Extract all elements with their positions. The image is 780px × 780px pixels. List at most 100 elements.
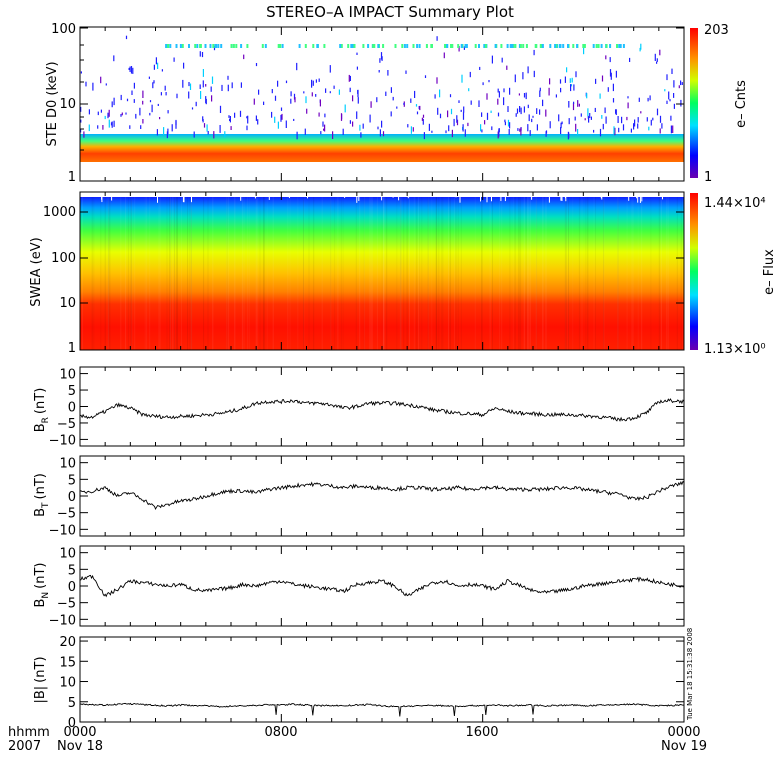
ste-count-mark <box>133 82 135 89</box>
ste-count-mark <box>481 129 483 133</box>
ste-count-mark <box>439 89 441 98</box>
ste-count-mark <box>315 94 317 97</box>
swea-ytick-100: 100 <box>51 251 76 266</box>
swea-heatmap <box>80 197 684 350</box>
ste-count-mark <box>629 57 631 62</box>
ste-count-mark <box>108 109 110 117</box>
ste-count-mark <box>261 44 264 48</box>
ste-count-mark <box>412 44 415 48</box>
ste-count-mark <box>153 64 155 70</box>
ste-count-mark <box>589 113 591 118</box>
ste-count-mark <box>575 71 577 78</box>
ste-count-mark <box>572 44 575 48</box>
swea-streak <box>334 197 335 350</box>
swea-streak <box>272 197 274 350</box>
ste-count-mark <box>161 69 163 72</box>
swea-streak <box>187 197 188 350</box>
line-panel-4: 20 15 10 5 0 |B| (nT) <box>33 635 685 731</box>
ste-count-mark <box>277 44 280 48</box>
ste-count-mark <box>469 71 471 78</box>
swea-streak <box>241 197 243 350</box>
ste-count-mark <box>673 103 675 109</box>
ste-count-mark <box>568 101 570 108</box>
swea-streak <box>247 197 249 350</box>
swea-streak <box>499 197 501 350</box>
line-panel-frame <box>79 636 685 723</box>
ste-count-mark <box>316 44 319 48</box>
y-tick-label: −5 <box>57 417 76 432</box>
ste-count-mark <box>458 100 460 103</box>
x-tick-0000: 0000 <box>63 725 96 740</box>
swea-streak <box>146 197 148 350</box>
swea-gap <box>111 194 113 201</box>
swea-gap <box>560 194 562 201</box>
ste-count-mark <box>199 44 202 48</box>
ste-count-mark <box>612 98 615 103</box>
swea-streak <box>330 197 332 350</box>
ste-count-mark <box>507 106 509 112</box>
ste-count-mark <box>195 101 197 107</box>
ste-count-mark <box>92 82 94 91</box>
ste-count-mark <box>646 117 648 122</box>
ste-count-mark <box>577 100 579 107</box>
ste-count-mark <box>539 90 541 97</box>
ste-count-mark <box>126 98 129 102</box>
ste-count-mark <box>306 108 308 114</box>
swea-streak <box>382 197 383 350</box>
swea-streak <box>82 197 83 350</box>
ste-count-mark <box>181 44 184 48</box>
ste-count-mark <box>456 119 459 126</box>
ste-count-mark <box>88 124 90 132</box>
swea-gap <box>254 194 256 199</box>
ste-count-mark <box>559 79 562 84</box>
ste-count-mark <box>650 119 652 126</box>
ste-count-mark <box>193 131 195 138</box>
ste-count-mark <box>210 86 212 92</box>
swea-ytick-1: 1 <box>68 341 76 356</box>
ste-count-mark <box>587 108 589 117</box>
swea-streak <box>109 197 111 350</box>
swea-gap <box>531 194 533 200</box>
ste-count-mark <box>157 103 159 106</box>
ste-count-mark <box>235 44 238 48</box>
ste-count-mark <box>410 126 412 134</box>
ste-count-mark <box>573 101 575 104</box>
ste-count-mark <box>312 80 314 86</box>
ste-count-mark <box>100 109 102 113</box>
ste-count-mark <box>609 69 612 77</box>
ste-count-mark <box>171 124 173 132</box>
ste-count-mark <box>219 125 221 133</box>
ste-count-mark <box>410 98 412 103</box>
swea-streak <box>107 197 109 350</box>
timestamp: Tue Mar 18 15:31:38 2008 <box>686 628 694 721</box>
ste-count-mark <box>231 82 233 89</box>
ste-count-mark <box>120 114 122 117</box>
ste-count-mark <box>407 124 409 128</box>
ste-count-mark <box>156 129 158 136</box>
ste-count-mark <box>601 75 604 82</box>
ste-count-mark <box>211 76 214 84</box>
swea-streak <box>259 197 261 350</box>
ste-count-mark <box>613 126 615 134</box>
ste-count-mark <box>425 44 428 48</box>
ste-count-mark <box>595 78 597 84</box>
ste-count-mark <box>609 44 612 48</box>
swea-gap <box>565 194 567 202</box>
ste-count-mark <box>506 65 508 70</box>
swea-streak <box>321 197 323 350</box>
ste-count-mark <box>230 126 232 130</box>
ste-count-mark <box>356 66 358 70</box>
ste-count-mark <box>594 107 596 112</box>
ylabel-unit: (nT) <box>33 473 48 499</box>
ste-count-mark <box>533 70 535 78</box>
ste-count-mark <box>638 97 640 102</box>
ste-count-mark <box>434 94 436 99</box>
ste-count-mark <box>80 119 82 123</box>
ste-count-mark <box>529 130 531 136</box>
ste-count-mark <box>468 88 470 92</box>
ste-count-mark <box>519 128 521 132</box>
ste-count-mark <box>520 107 522 115</box>
ste-count-mark <box>274 116 276 123</box>
ste-count-mark <box>562 44 565 48</box>
